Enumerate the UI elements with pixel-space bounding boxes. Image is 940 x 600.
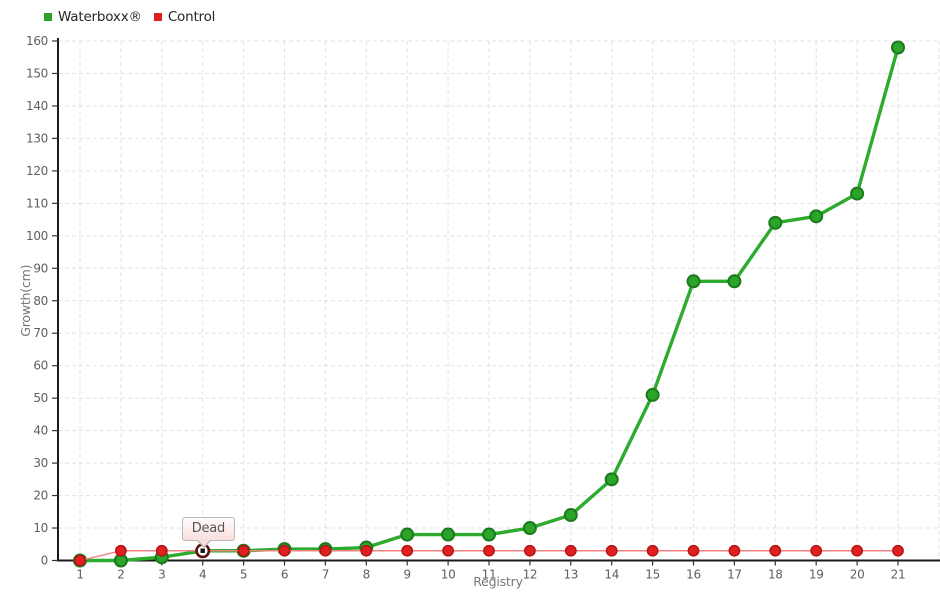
x-tick-label: 2	[117, 568, 124, 582]
tooltip-label: Dead	[191, 520, 226, 536]
x-tick-label: 7	[322, 568, 329, 582]
x-tick-label: 13	[563, 568, 578, 582]
series-control-marker[interactable]	[687, 544, 700, 557]
series-control-marker[interactable]	[278, 544, 291, 557]
y-tick-label: 70	[33, 326, 48, 340]
series-control-marker[interactable]	[319, 544, 332, 557]
y-tick-label: 40	[33, 424, 48, 438]
y-tick-label: 30	[33, 456, 48, 470]
series-waterboxx-marker[interactable]	[563, 508, 578, 523]
y-tick-label: 110	[26, 196, 48, 210]
tooltip-dead: Dead	[181, 516, 236, 548]
series-waterboxx-marker[interactable]	[522, 521, 537, 536]
x-tick-label: 17	[727, 568, 742, 582]
x-tick-label: 11	[482, 568, 497, 582]
x-tick-label: 10	[441, 568, 456, 582]
series-control-marker[interactable]	[728, 544, 741, 557]
y-tick-label: 120	[26, 164, 48, 178]
legend-label-waterboxx: Waterboxx®	[58, 9, 142, 25]
x-tick-label: 16	[686, 568, 701, 582]
x-tick-label: 18	[768, 568, 783, 582]
x-axis-title: Registry	[473, 574, 523, 589]
y-tick-label: 160	[26, 34, 48, 48]
y-tick-label: 80	[33, 294, 48, 308]
y-tick-label: 60	[33, 359, 48, 373]
x-tick-label: 8	[363, 568, 370, 582]
y-tick-label: 130	[26, 131, 48, 145]
legend-item-control[interactable]: Control	[153, 9, 216, 25]
series-waterboxx-marker[interactable]	[686, 274, 701, 289]
x-tick-label: 20	[850, 568, 865, 582]
legend-item-waterboxx[interactable]: Waterboxx®	[44, 9, 142, 25]
x-tick-label: 4	[199, 568, 206, 582]
x-tick-label: 9	[404, 568, 411, 582]
series-control-marker[interactable]	[564, 544, 577, 557]
x-tick-label: 5	[240, 568, 247, 582]
series-control-marker[interactable]	[442, 544, 454, 557]
series-waterboxx-marker[interactable]	[768, 215, 783, 230]
series-waterboxx-marker[interactable]	[891, 40, 905, 55]
y-tick-label: 0	[41, 554, 48, 568]
series-waterboxx-marker[interactable]	[604, 472, 619, 487]
legend-swatch-control-icon	[153, 13, 162, 21]
x-tick-label: 19	[809, 568, 824, 582]
y-tick-label: 150	[26, 66, 48, 80]
series-control-marker[interactable]	[524, 544, 536, 557]
y-tick-label: 100	[26, 229, 48, 243]
series-control-marker[interactable]	[74, 554, 86, 567]
series-waterboxx-marker[interactable]	[727, 274, 742, 289]
series-waterboxx-marker[interactable]	[482, 527, 496, 542]
legend-swatch-waterboxx-icon	[44, 13, 52, 21]
y-tick-label: 140	[26, 99, 48, 113]
series-control-marker[interactable]	[401, 544, 414, 557]
y-tick-label: 20	[33, 489, 48, 503]
series-control-marker[interactable]	[483, 544, 495, 557]
series-control-marker[interactable]	[155, 544, 168, 557]
legend-label-control: Control	[167, 9, 216, 25]
series-control-marker[interactable]	[605, 544, 618, 557]
x-tick-label: 21	[891, 568, 906, 582]
x-tick-label: 14	[604, 568, 619, 582]
y-tick-label: 90	[33, 261, 48, 275]
y-tick-label: 50	[33, 391, 48, 405]
x-tick-label: 1	[76, 568, 83, 582]
x-tick-label: 15	[645, 568, 660, 582]
series-control-marker[interactable]	[360, 544, 373, 557]
series-control-marker[interactable]	[851, 544, 863, 557]
y-axis-title: Growth(cm)	[18, 265, 33, 337]
series-control-marker[interactable]	[892, 544, 904, 557]
series-control-marker[interactable]	[646, 544, 659, 557]
series-control-marker[interactable]	[769, 544, 782, 557]
x-tick-label: 3	[158, 568, 165, 582]
series-waterboxx-marker[interactable]	[645, 387, 660, 402]
series-waterboxx-marker[interactable]	[400, 527, 415, 542]
series-waterboxx-marker[interactable]	[809, 209, 824, 224]
x-tick-label: 6	[281, 568, 288, 582]
series-control-marker[interactable]	[115, 544, 127, 557]
dead-point-center	[200, 548, 205, 553]
series-waterboxx-marker[interactable]	[441, 527, 456, 542]
series-waterboxx-marker[interactable]	[850, 186, 865, 201]
series-control-marker[interactable]	[810, 544, 823, 557]
series-control-marker[interactable]	[237, 544, 250, 557]
legend: Waterboxx® Control	[44, 9, 215, 25]
y-tick-label: 10	[33, 521, 48, 535]
x-tick-label: 12	[523, 568, 538, 582]
